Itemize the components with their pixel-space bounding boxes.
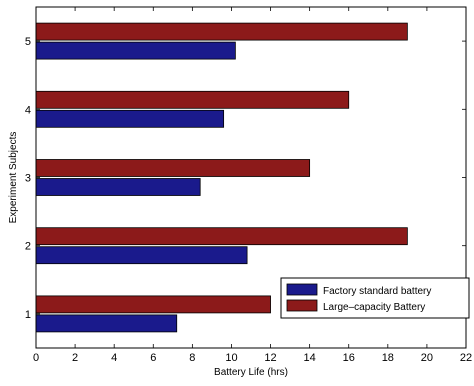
x-tick-label-4: 4 [111, 352, 117, 364]
x-tick-label-2: 2 [72, 352, 78, 364]
bar-factory-subject-4 [35, 109, 225, 128]
x-tick-label-10: 10 [225, 352, 237, 364]
legend: Factory standard battery Large–capacity … [280, 277, 470, 319]
y-tick-label-3: 3 [25, 173, 31, 185]
x-tick-label-20: 20 [421, 352, 433, 364]
bar-large-capacity-subject-3 [35, 159, 311, 177]
bar-factory-subject-5 [35, 41, 236, 60]
bar-large-capacity-subject-2 [35, 227, 408, 246]
x-tick-label-14: 14 [304, 352, 316, 364]
x-tick-label-18: 18 [382, 352, 394, 364]
x-tick-label-0: 0 [33, 352, 39, 364]
y-tick-label-1: 1 [25, 309, 31, 321]
x-tick-label-22: 22 [460, 352, 472, 364]
x-tick-label-6: 6 [150, 352, 156, 364]
legend-label-factory: Factory standard battery [323, 286, 431, 297]
y-tick-label-5: 5 [25, 36, 31, 48]
x-axis-label: Battery Life (hrs) [214, 367, 288, 378]
legend-label-large-capacity: Large–capacity Battery [323, 302, 425, 313]
x-tick-label-8: 8 [189, 352, 195, 364]
x-tick-label-12: 12 [264, 352, 276, 364]
x-tick-label-16: 16 [343, 352, 355, 364]
y-axis-label: Experiment Subjects [8, 132, 19, 224]
legend-swatch-large-capacity [286, 299, 318, 312]
bar-large-capacity-subject-5 [35, 22, 408, 41]
bar-factory-subject-2 [35, 246, 248, 265]
bar-large-capacity-subject-4 [35, 90, 350, 109]
bar-factory-subject-3 [35, 178, 201, 196]
y-tick-label-2: 2 [25, 241, 31, 253]
y-tick-label-4: 4 [25, 104, 31, 116]
bar-large-capacity-subject-1 [35, 295, 271, 314]
bar-factory-subject-1 [35, 314, 178, 333]
legend-swatch-factory [286, 283, 318, 296]
